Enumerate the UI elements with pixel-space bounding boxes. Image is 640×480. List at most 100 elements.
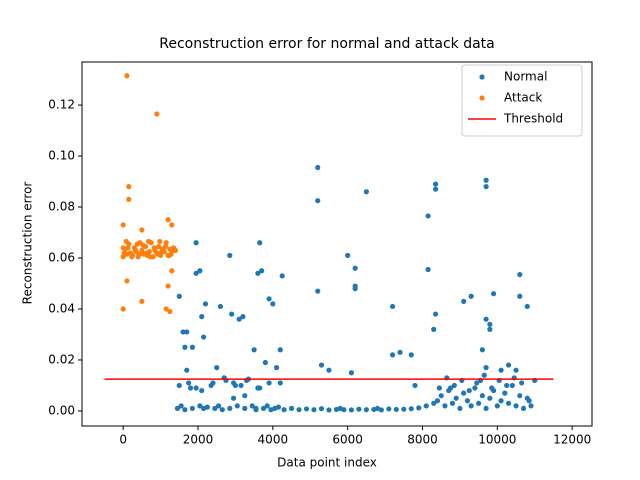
point (326, 407, 332, 413)
point (186, 380, 192, 386)
point (513, 403, 519, 409)
x-axis-label: Data point index (277, 456, 377, 470)
point (498, 367, 504, 373)
point (197, 268, 203, 274)
point (251, 347, 257, 353)
point (476, 400, 482, 406)
point (155, 251, 161, 257)
point (483, 405, 489, 412)
x-tick-label: 10000 (478, 433, 516, 447)
point (182, 407, 188, 413)
point (520, 405, 527, 412)
point (159, 249, 165, 255)
point (451, 382, 457, 389)
point (134, 241, 140, 247)
legend-label: Threshold (503, 112, 563, 126)
point (144, 250, 150, 256)
point (311, 407, 317, 413)
point (416, 405, 422, 411)
y-tick-label: 0.00 (48, 403, 75, 417)
legend-label: Normal (504, 70, 547, 84)
point (169, 222, 175, 228)
point (408, 352, 414, 358)
point (146, 238, 152, 245)
point (425, 213, 431, 219)
point (121, 250, 127, 256)
point (509, 382, 515, 389)
point (288, 405, 295, 412)
point (432, 181, 439, 187)
point (481, 372, 487, 378)
point (154, 111, 160, 117)
point (262, 359, 268, 366)
point (502, 390, 508, 396)
point (303, 406, 310, 412)
point (296, 407, 302, 413)
point (176, 382, 182, 389)
y-tick-label: 0.02 (48, 352, 75, 366)
point (129, 254, 135, 260)
point (165, 283, 171, 289)
point (519, 380, 525, 386)
x-tick-label: 2000 (183, 433, 214, 447)
point (483, 184, 489, 190)
point (232, 382, 239, 389)
y-tick-label: 0.08 (48, 200, 75, 214)
point (479, 393, 485, 399)
y-tick-label: 0.04 (48, 302, 75, 316)
point (202, 301, 209, 307)
point (120, 306, 126, 312)
point (348, 370, 355, 376)
point (234, 403, 240, 409)
point (318, 362, 325, 368)
point (123, 238, 129, 245)
x-tick-label: 0 (119, 433, 127, 447)
point (431, 400, 437, 406)
point (264, 403, 270, 409)
point (249, 403, 255, 409)
point (157, 238, 163, 245)
point (315, 164, 321, 171)
point (136, 251, 142, 257)
point (227, 252, 233, 259)
point (432, 186, 439, 192)
point (528, 403, 534, 409)
point (215, 403, 222, 409)
point (483, 177, 489, 183)
x-tick-label: 4000 (258, 433, 289, 447)
point (464, 398, 470, 404)
point (438, 393, 444, 399)
point (259, 268, 265, 274)
legend-marker (479, 74, 485, 80)
point (193, 270, 199, 276)
point (277, 380, 283, 386)
point (139, 298, 145, 304)
point (217, 303, 224, 310)
point (201, 334, 207, 340)
point (151, 245, 157, 251)
point (472, 385, 478, 391)
point (487, 321, 493, 327)
point (393, 406, 399, 413)
point (461, 390, 467, 396)
point (266, 380, 272, 386)
x-tick-label: 8000 (407, 433, 438, 447)
x-tick-label: 12000 (553, 433, 591, 447)
point (412, 382, 418, 389)
point (442, 403, 448, 409)
point (124, 73, 130, 79)
point (260, 405, 267, 412)
point (169, 268, 175, 274)
point (147, 254, 154, 260)
point (219, 407, 225, 413)
point (124, 278, 130, 284)
point (498, 398, 504, 404)
point (139, 227, 145, 233)
y-tick-label: 0.10 (48, 149, 75, 163)
point (468, 293, 474, 299)
point (517, 271, 523, 278)
point (461, 298, 467, 304)
point (363, 189, 369, 195)
point (479, 347, 485, 353)
